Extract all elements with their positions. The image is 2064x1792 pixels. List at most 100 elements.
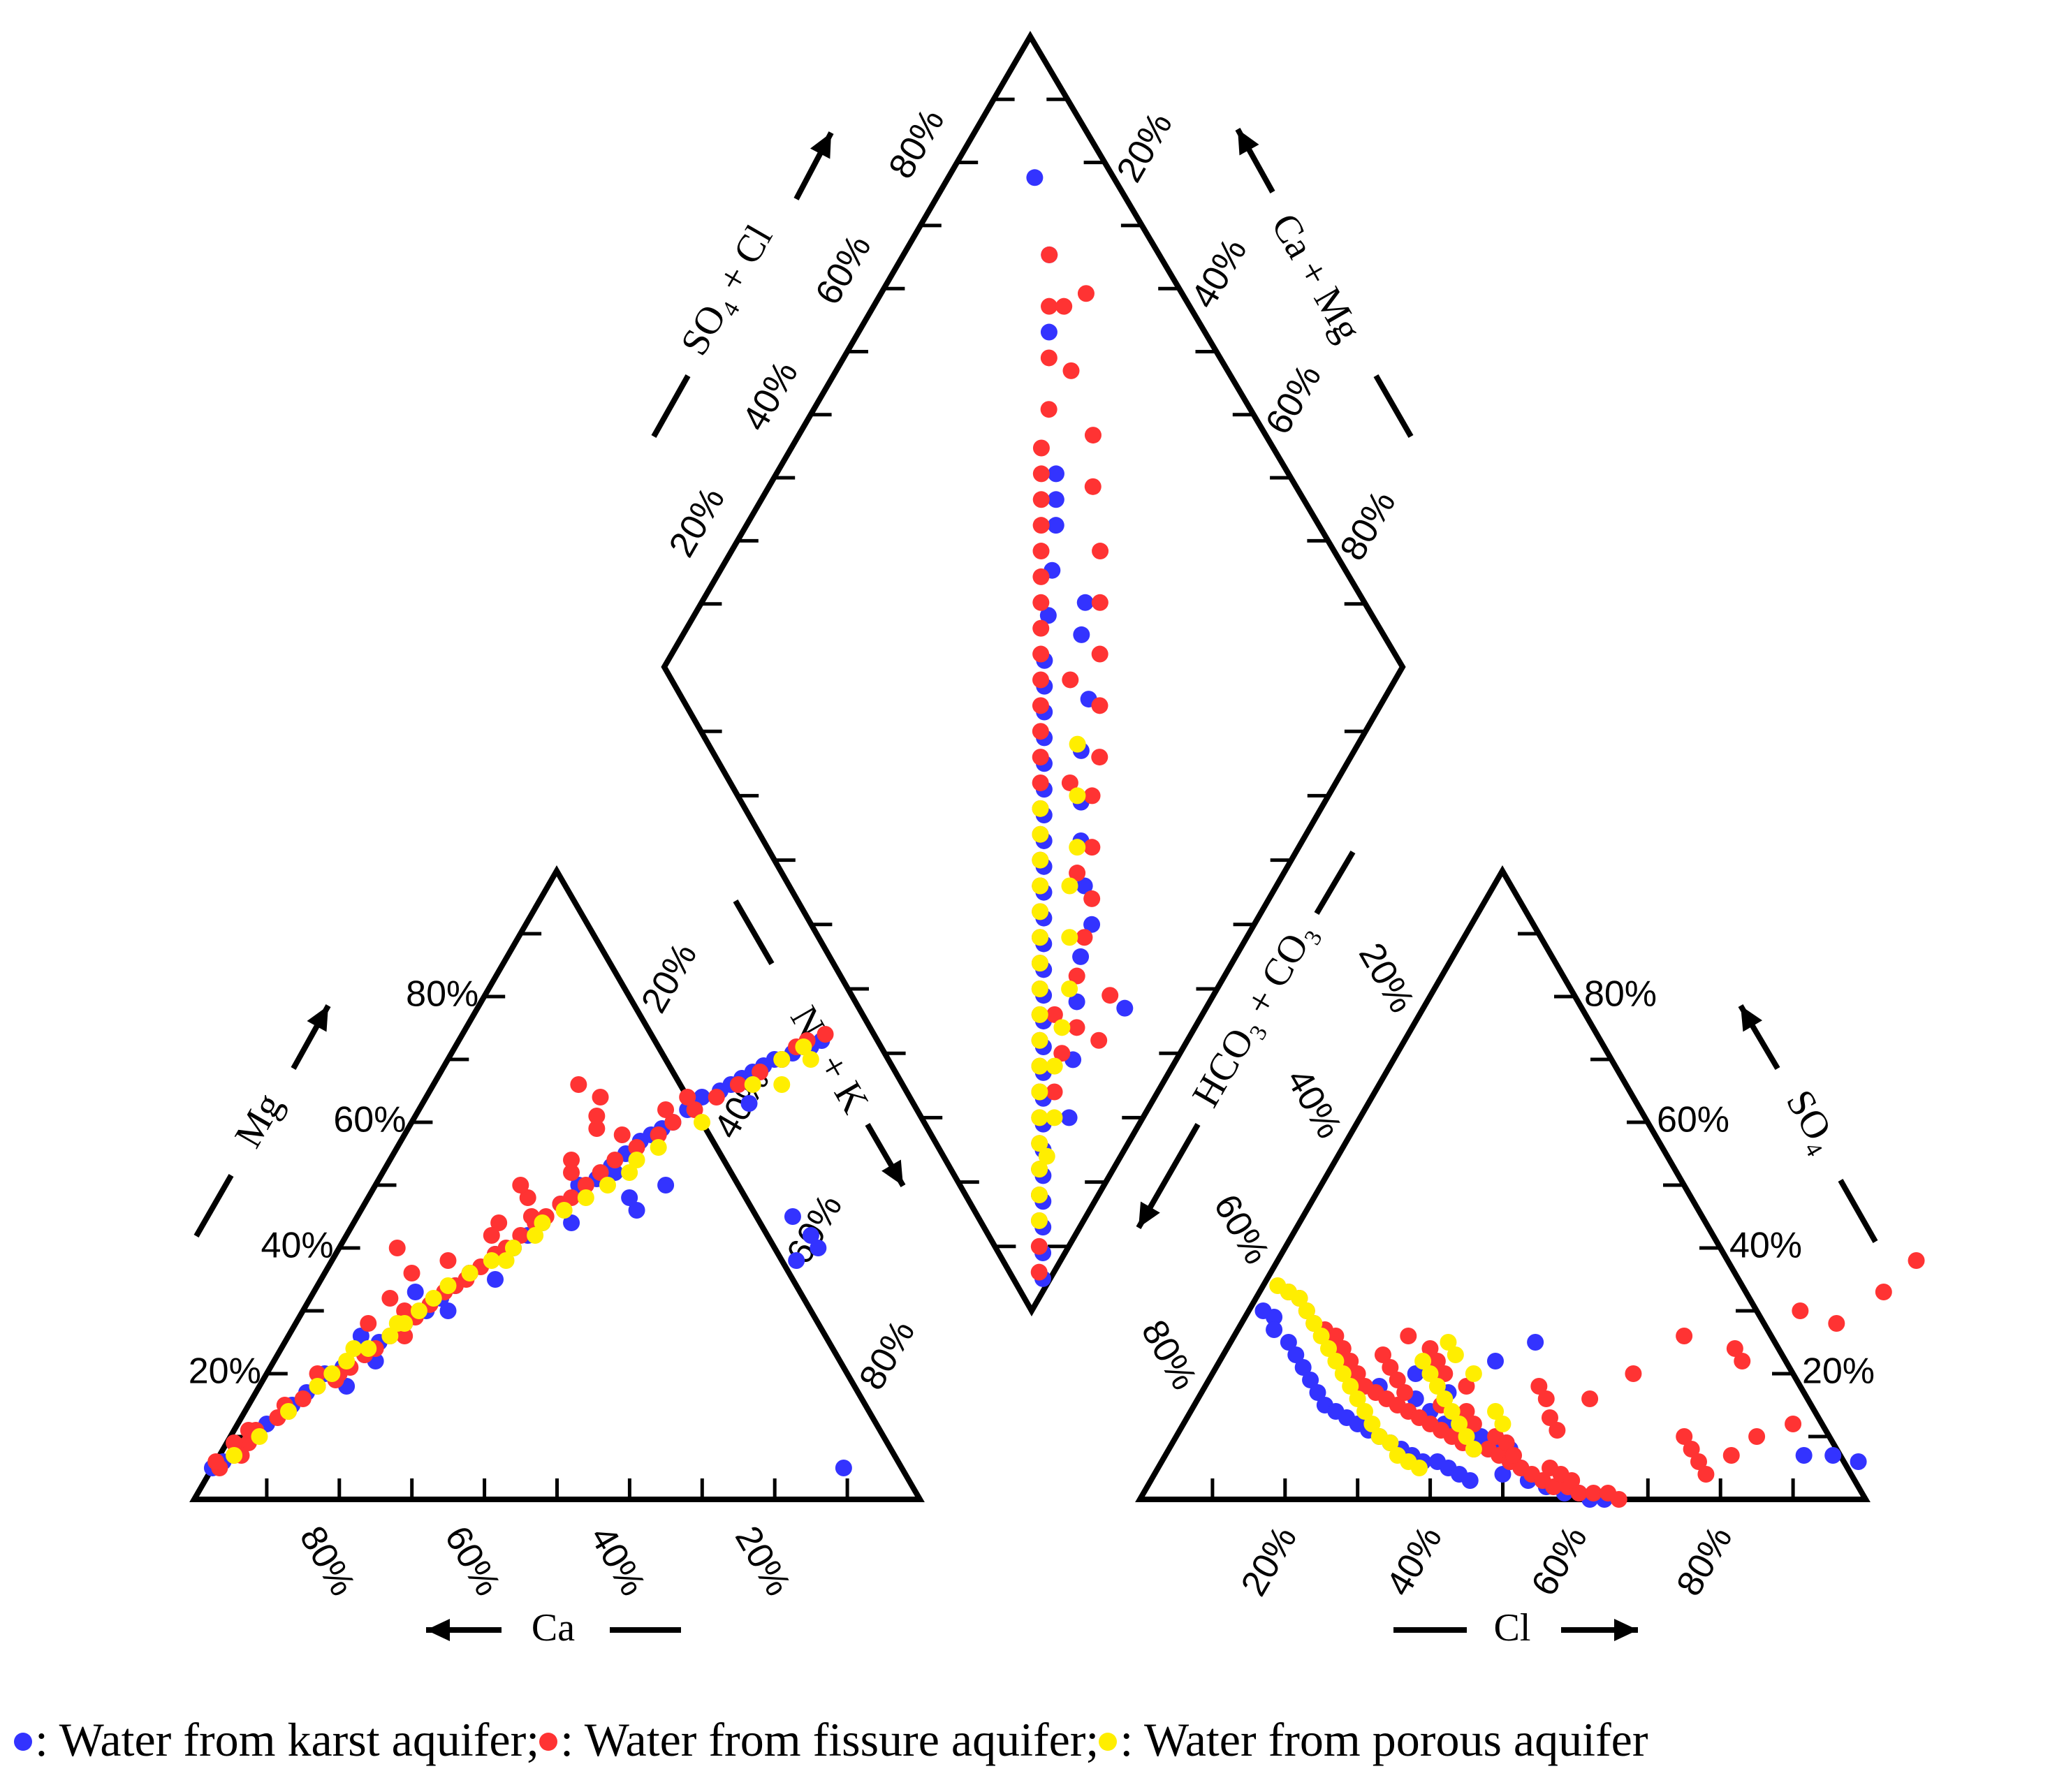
diamond-point: [1068, 993, 1085, 1011]
anion-point: [1451, 1416, 1468, 1432]
hco3-tick-label: 20%: [1351, 937, 1422, 1020]
nak-tick-label: 80%: [851, 1314, 923, 1397]
anion-point: [1421, 1340, 1439, 1357]
cation-point: [381, 1290, 399, 1307]
anion-point: [1291, 1290, 1308, 1307]
anion-point: [1690, 1453, 1707, 1470]
data-points: [203, 169, 1925, 1508]
cation-right-tick: [871, 1417, 886, 1438]
diamond-point: [1040, 401, 1057, 418]
cation-point: [360, 1315, 377, 1332]
mg-axis-label: Mg: [226, 1086, 291, 1154]
diamond-point: [1032, 929, 1049, 946]
diamond-point: [1032, 491, 1050, 508]
anion-point: [1302, 1372, 1319, 1388]
diamond-point: [1060, 1109, 1078, 1126]
hco3-tick-label: 60%: [1206, 1188, 1277, 1271]
diamond-point: [1026, 169, 1044, 186]
so4cl-axis-dash: [651, 374, 691, 438]
cation-point: [657, 1177, 675, 1194]
cation-point: [251, 1428, 268, 1445]
cation-point: [686, 1101, 703, 1118]
anion-point: [1625, 1365, 1642, 1382]
cation-right-tick: [617, 977, 631, 998]
so4cl-tick-label: 80%: [881, 102, 952, 185]
anion-left-tick: [1283, 1228, 1297, 1249]
anion-left-tick: [1392, 1040, 1406, 1061]
anion-left-tick: [1319, 1166, 1333, 1187]
ca-tick-label: 60%: [437, 1520, 508, 1603]
anion-point: [1850, 1453, 1867, 1470]
cation-point: [788, 1252, 805, 1269]
diamond-point: [1061, 929, 1078, 946]
diamond-point: [1032, 903, 1049, 920]
cation-point: [621, 1164, 638, 1181]
anion-point: [1908, 1252, 1925, 1269]
cation-point: [693, 1089, 710, 1106]
anion-point: [1436, 1365, 1454, 1382]
anion-left-tick: [1210, 1354, 1224, 1375]
cation-point: [407, 1284, 424, 1300]
cation-point: [784, 1208, 801, 1225]
so4cl-tick-label: 60%: [807, 228, 879, 311]
anion-point: [1396, 1384, 1414, 1401]
anion-point: [1363, 1416, 1381, 1432]
cl-tick-label: 20%: [1234, 1520, 1305, 1603]
anion-point: [1581, 1390, 1599, 1407]
anion-point: [1414, 1353, 1432, 1369]
diamond-point: [1031, 1187, 1048, 1204]
diamond-point: [1041, 246, 1058, 263]
diamond-point: [1084, 427, 1101, 444]
tick-labels: 20%40%60%80%80%60%40%20%20%40%60%80%20%4…: [189, 102, 1875, 1603]
anion-point: [1563, 1472, 1581, 1489]
anion-point: [1494, 1466, 1512, 1483]
cation-point: [650, 1139, 667, 1156]
diamond-point: [1062, 362, 1080, 379]
cation-point: [628, 1202, 645, 1219]
legend-item: : Water from porous aquifer: [1099, 1712, 1648, 1768]
diamond-point: [1032, 723, 1049, 740]
anion-point: [1527, 1334, 1544, 1351]
cation-point: [439, 1252, 457, 1269]
hco3-tick-label: 40%: [1278, 1062, 1349, 1145]
camg-axis-dash: [1373, 374, 1414, 438]
anion-point: [1428, 1353, 1446, 1369]
anion-point: [1436, 1390, 1454, 1407]
anion-point: [1722, 1447, 1740, 1464]
anion-left-tick: [1356, 1103, 1370, 1124]
cation-point: [490, 1214, 508, 1231]
anion-point: [1400, 1328, 1417, 1344]
anion-point: [1795, 1447, 1813, 1464]
anion-left-tick: [1174, 1417, 1189, 1438]
cation-point: [396, 1302, 413, 1319]
diamond-point: [1046, 1109, 1063, 1126]
anion-point: [1447, 1346, 1464, 1363]
cation-point: [563, 1214, 580, 1231]
diamond-point: [1032, 800, 1049, 817]
anion-point: [1342, 1353, 1359, 1369]
anion-point: [1356, 1403, 1374, 1420]
cation-point: [294, 1390, 312, 1407]
cation-point: [439, 1302, 457, 1319]
camg-tick-label: 60%: [1258, 358, 1329, 441]
mg-tick-label: 80%: [406, 974, 478, 1015]
camg-tick-label: 80%: [1332, 484, 1403, 567]
diamond-point: [1076, 929, 1093, 946]
diamond-point: [1069, 787, 1086, 805]
diamond-point: [1032, 774, 1049, 791]
cation-point: [621, 1189, 638, 1206]
anion-point: [1374, 1346, 1391, 1363]
diamond-point: [1061, 877, 1078, 895]
anion-point: [1407, 1365, 1424, 1382]
legend-marker: [1099, 1733, 1118, 1751]
diamond-point: [1031, 1057, 1048, 1075]
cation-point: [694, 1114, 710, 1131]
diamond-point: [1116, 999, 1134, 1017]
diamond-point: [1084, 478, 1101, 495]
cation-point: [613, 1126, 631, 1143]
diamond-point: [1068, 967, 1085, 985]
cation-point: [599, 1177, 616, 1194]
anion-point: [1334, 1340, 1352, 1357]
cation-point: [592, 1164, 609, 1181]
cation-point: [207, 1453, 225, 1470]
